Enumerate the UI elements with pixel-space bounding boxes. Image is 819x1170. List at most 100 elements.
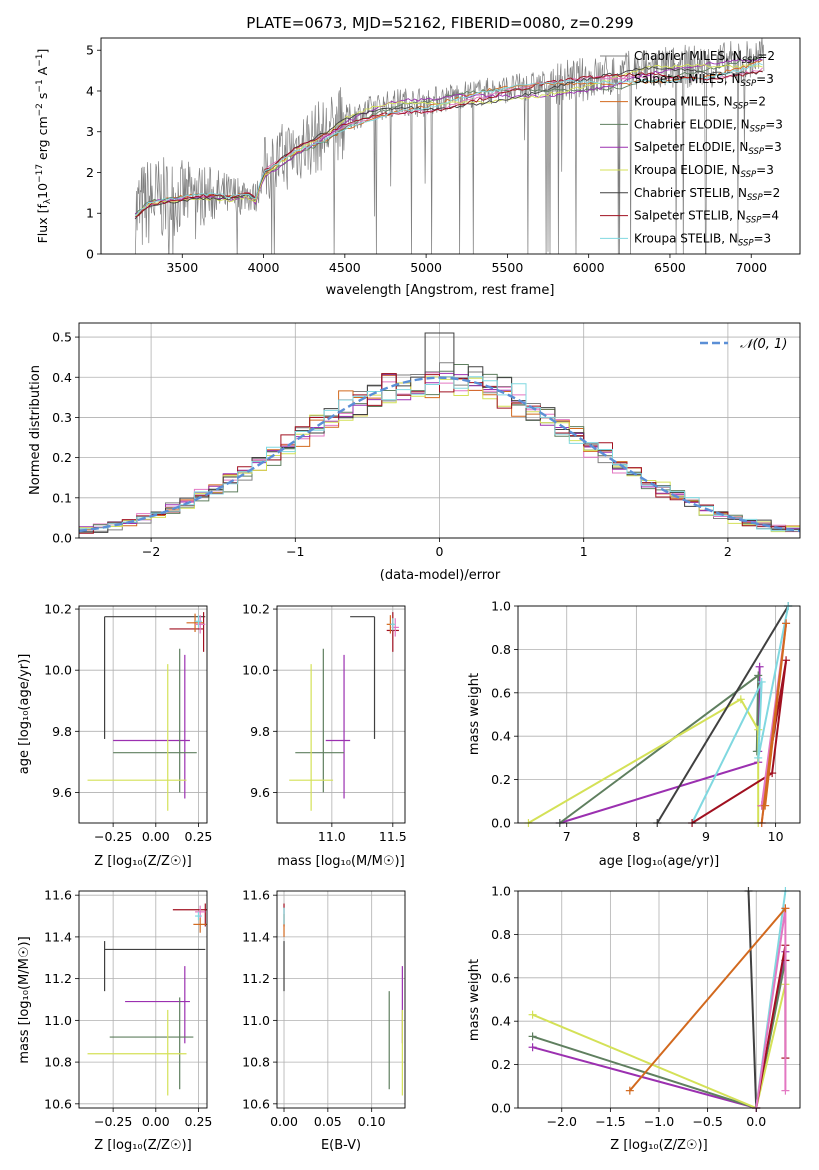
x-tick-label: 0.00 (270, 1114, 298, 1129)
legend-label-tail: =3 (754, 231, 772, 245)
y-axis-label-part: −17 (35, 164, 45, 183)
axes-frame (100, 37, 801, 255)
x-tick-label: 8 (632, 829, 640, 844)
legend-label-sub: SSP (738, 238, 754, 248)
figure-title: PLATE=0673, MJD=52162, FIBERID=0080, z=0… (246, 14, 633, 32)
y-tick-label: 9.6 (52, 785, 72, 800)
axes-frame (78, 605, 208, 824)
y-tick-label: 0.8 (491, 642, 511, 657)
legend-label-sub: SSP (733, 102, 749, 112)
legend-label-sub: SSP (747, 193, 763, 203)
y-tick-label: 10.8 (44, 1055, 72, 1070)
y-tick-label: 0.2 (491, 1057, 511, 1072)
legend-label: Salpeter MILES, NSSP=3 (634, 72, 774, 89)
x-axis-label: (data-model)/error (380, 568, 501, 583)
legend-label-sub: SSP (742, 56, 758, 66)
legend-label: Chabrier ELODIE, NSSP=3 (634, 117, 783, 134)
legend-label-tail: =2 (748, 95, 766, 109)
y-tick-label: 11.2 (242, 971, 270, 986)
x-tick-label: −2.0 (547, 1114, 577, 1129)
spectrum-data-line (134, 38, 765, 254)
legend-label: 𝒩(0, 1) (740, 337, 787, 352)
y-axis-label: Normed distribution (28, 365, 43, 495)
x-axis-label: age [log₁₀(age/yr)] (599, 854, 720, 869)
y-tick-label: 0.4 (491, 1014, 511, 1029)
axes-frame (276, 890, 406, 1109)
y-tick-label: 0.2 (52, 450, 72, 465)
spectrum-model-line (134, 62, 763, 217)
y-tick-label: 0.6 (491, 970, 511, 985)
y-tick-label: 10.8 (242, 1055, 270, 1070)
axes-frame (276, 605, 406, 824)
legend-label-main: Kroupa MILES, N (634, 95, 733, 109)
x-tick-label: 11.0 (318, 829, 346, 844)
y-tick-label: 0.0 (491, 1101, 511, 1116)
legend-label-tail: =3 (756, 72, 774, 86)
y-tick-label: 9.8 (52, 724, 72, 739)
legend-label: Kroupa MILES, NSSP=2 (634, 95, 766, 112)
x-tick-label: 5500 (491, 260, 523, 275)
x-tick-label: 0.25 (185, 1114, 213, 1129)
y-tick-label: 10.2 (44, 602, 72, 617)
x-axis-label: Z [log₁₀(Z/Z☉)] (610, 1138, 707, 1153)
legend-label-main: Chabrier STELIB, N (634, 186, 747, 200)
x-tick-label: 10 (768, 829, 784, 844)
y-tick-label: 0.4 (491, 729, 511, 744)
axes-frame (78, 890, 208, 1109)
y-tick-label: 10.0 (242, 663, 270, 678)
legend-label-main: Chabrier MILES, N (634, 49, 742, 63)
y-tick-label: 0.3 (52, 410, 72, 425)
x-tick-label: 6500 (654, 260, 686, 275)
x-tick-label: 0.0 (746, 1114, 766, 1129)
x-tick-label: 0 (436, 544, 444, 559)
spectrum-model-line (134, 59, 763, 218)
y-axis-label: age [log₁₀(age/yr)] (17, 654, 32, 775)
y-tick-label: 0.2 (491, 772, 511, 787)
x-tick-label: 6000 (573, 260, 605, 275)
x-axis-label: wavelength [Angstrom, rest frame] (326, 283, 555, 298)
age-vs-mass-panel: 11.0 11.5 9.6 9.8 10.0 10.2 mass [log₁₀(M/M☉)] (242, 602, 407, 869)
x-axis-label: mass [log₁₀(M/M☉)] (277, 854, 404, 869)
legend-label: Chabrier STELIB, NSSP=2 (634, 186, 780, 203)
legend-label-tail: =2 (763, 186, 781, 200)
legend-label-main: Kroupa ELODIE, N (634, 163, 741, 177)
axes-frame (517, 605, 801, 824)
x-tick-label: 0.05 (314, 1114, 342, 1129)
legend-label-main: Chabrier ELODIE, N (634, 117, 750, 131)
y-tick-label: 10.0 (44, 663, 72, 678)
y-axis-label: Flux [fλ10−17 erg cm−2 s−1 A−1] (35, 49, 53, 244)
y-tick-label: 11.4 (44, 929, 72, 944)
normal-curve (78, 376, 801, 533)
legend-label-main: Kroupa STELIB, N (634, 231, 738, 245)
legend-label-sub: SSP (748, 147, 764, 157)
y-axis-label: mass [log₁₀(M/M☉)] (17, 936, 32, 1063)
x-tick-label: 1 (580, 544, 588, 559)
y-tick-label: 3 (86, 124, 94, 139)
y-tick-label: 1 (86, 206, 94, 221)
y-tick-label: 1.0 (491, 599, 511, 614)
x-tick-label: 0.25 (185, 829, 213, 844)
spectrum-panel: 3500 4000 4500 5000 5500 6000 6500 7000 0 1 2 3 4 5 wa… (35, 37, 801, 298)
weight-line (559, 666, 761, 824)
weight-vs-metallicity-panel: −2.0 −1.5 −1.0 −0.5 0.0 0.0 0.2 0.4 0.6 0.8 1.0 Z [… (467, 884, 801, 1153)
y-tick-label: 11.6 (44, 888, 72, 903)
y-tick-label: 0 (86, 247, 94, 262)
y-axis-label-part: −1 (35, 79, 45, 92)
weight-line (656, 605, 790, 824)
legend-label: Salpeter ELODIE, NSSP=3 (634, 140, 782, 157)
legend-label-tail: =2 (757, 49, 775, 63)
y-tick-label: 5 (86, 43, 94, 58)
y-axis-label: mass weight (467, 673, 482, 755)
x-axis-label: Z [log₁₀(Z/Z☉)] (94, 854, 191, 869)
y-tick-label: 1.0 (491, 884, 511, 899)
y-tick-label: 2 (86, 165, 94, 180)
legend-label-tail: =3 (765, 117, 783, 131)
y-tick-label: 11.0 (44, 1013, 72, 1028)
y-tick-label: 11.6 (242, 888, 270, 903)
y-tick-label: 4 (86, 83, 94, 98)
y-axis-label-part: ] (35, 49, 50, 54)
legend-label-sub: SSP (741, 170, 757, 180)
y-tick-label: 9.6 (250, 785, 270, 800)
y-tick-label: 11.0 (242, 1013, 270, 1028)
legend-label: Chabrier MILES, NSSP=2 (634, 49, 775, 66)
